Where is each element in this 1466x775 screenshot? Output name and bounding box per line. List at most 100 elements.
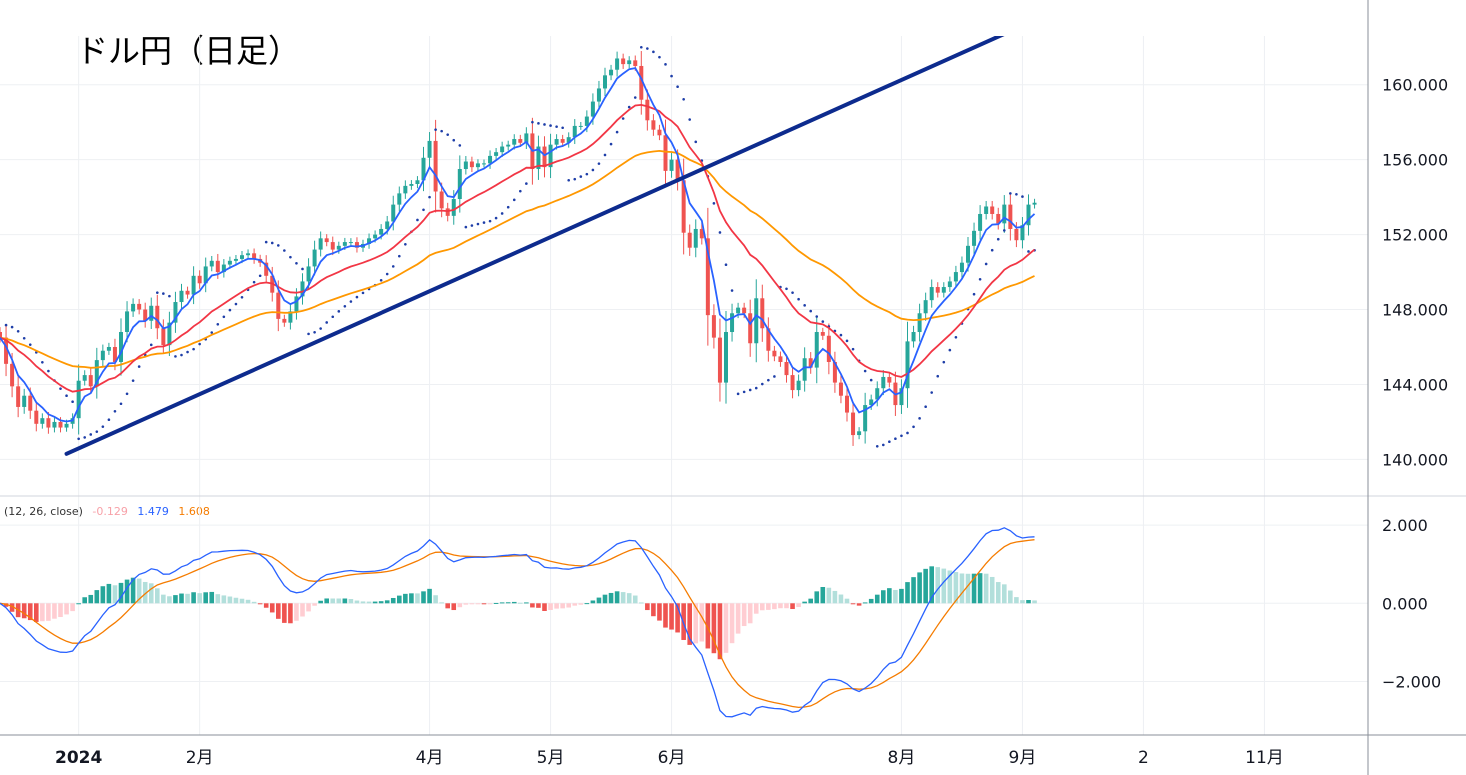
histogram-bar [378,601,384,604]
histogram-bar [632,595,638,604]
ema-fast-line [0,67,1036,423]
sar-dot [869,378,873,382]
histogram-bar [626,593,632,604]
candle-body [699,228,704,239]
candle-body [276,292,281,319]
histogram-bar [52,603,57,619]
candle-body [536,146,541,170]
candle-body [923,300,928,314]
histogram-bar [390,597,396,604]
histogram-bar [645,603,650,611]
candle-body [421,157,426,181]
macd-tick-label: 2.000 [1382,516,1428,535]
sar-dot [845,339,849,343]
histogram-bar [215,594,221,604]
sar-dot [621,117,625,120]
candle-body [215,260,220,273]
candle-body [572,125,577,138]
ema-slow-line [0,149,1035,369]
sar-dot [555,125,558,128]
candle-body [445,208,450,216]
candle-body [808,358,813,368]
sar-dot [131,379,135,382]
sar-dot [894,437,897,440]
sar-dot [270,241,274,245]
sar-dot [343,305,347,308]
candle-body [306,266,311,282]
candle-body [397,193,402,205]
candle-body [209,260,214,267]
histogram-bar [753,603,759,614]
sar-dot [192,347,195,351]
candle-body [143,309,148,321]
histogram-bar [808,598,813,604]
histogram-bar [814,591,820,604]
sar-dot [264,240,268,244]
candle-body [94,360,99,387]
candle-body [566,137,571,143]
sar-dot [168,294,171,298]
candle-body [391,204,396,222]
histogram-bar [578,603,584,605]
candle-body [415,180,420,185]
sar-dot [912,425,915,429]
sar-dot [936,374,940,378]
candle-body [863,405,868,432]
histogram-bar [82,597,87,604]
price-tick-label: 156.000 [1382,151,1448,170]
histogram-bar [148,583,154,604]
candle-body [669,159,674,171]
histogram-bar [844,598,850,604]
candle-body [681,180,686,233]
histogram-bar [729,603,735,644]
macd-line [0,527,1035,718]
candle-body [324,238,329,243]
candle-body [282,318,287,323]
candle-body [1026,204,1031,226]
sar-dot [978,277,982,281]
sar-dot [882,443,885,447]
candle-body [203,266,208,284]
candle-body [560,139,565,143]
histogram-bar [70,603,75,612]
histogram-bar [312,603,317,606]
candle-body [524,133,529,143]
sar-dot [252,280,256,284]
histogram-bar [917,572,922,604]
candle-body [941,287,946,293]
candle-body [155,305,160,329]
candle-body [512,139,517,145]
candle-body [161,328,166,346]
time-tick-label: 11月 [1245,748,1284,768]
candle-body [52,421,57,428]
candle-body [736,307,741,314]
histogram-bar [735,603,741,634]
sar-dot [422,208,425,212]
histogram-bar [639,602,644,604]
candle-body [820,332,825,336]
histogram-bar [457,603,463,608]
candle-body [615,58,620,70]
histogram-bar [911,577,916,604]
sar-dot [1021,195,1024,198]
candle-body [760,298,765,329]
candle-body [796,380,801,391]
sar-dot [670,74,673,78]
histogram-bar [118,582,124,604]
histogram-bar [711,603,717,654]
sar-dot [736,392,740,396]
candle-body [705,238,710,316]
histogram-bar [838,594,844,604]
candle-body [972,230,977,246]
sar-dot [506,205,510,209]
candle-body [82,375,87,381]
time-tick-label: 2024 [55,748,102,768]
candle-body [784,361,789,376]
sar-dot [990,248,994,252]
candle-body [191,275,196,295]
sar-dot [615,130,619,134]
histogram-bar [802,601,807,604]
candle-body [34,410,39,424]
candle-body [221,264,226,273]
